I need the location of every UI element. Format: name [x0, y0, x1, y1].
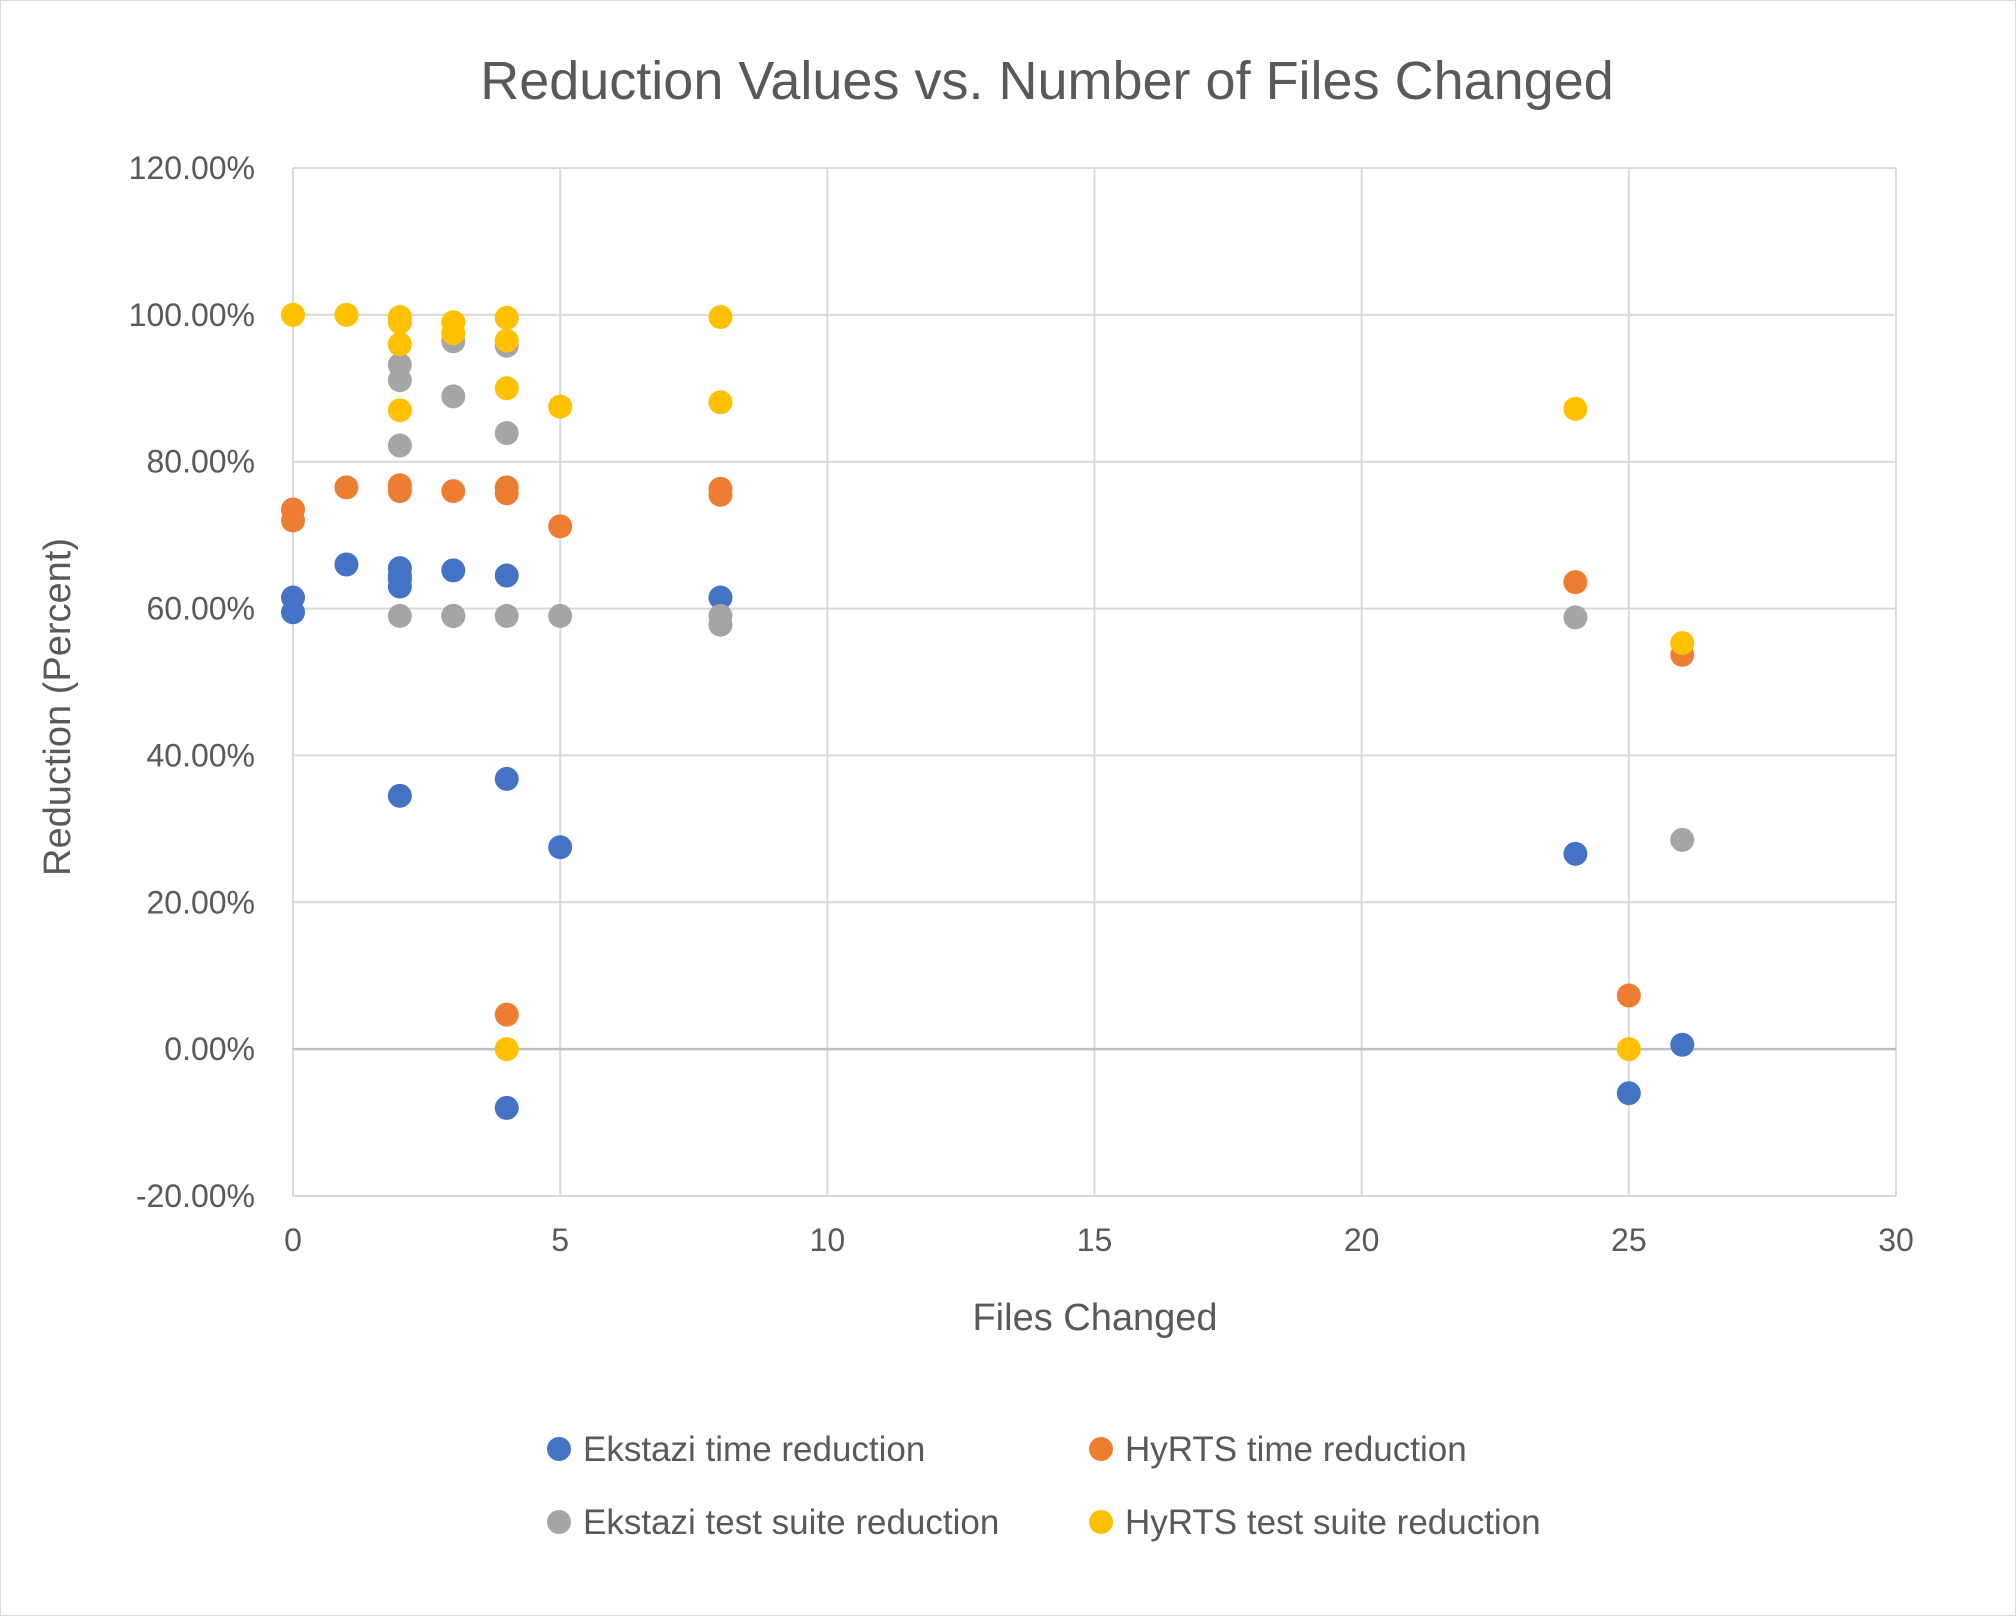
- legend-item: HyRTS test suite reduction: [1089, 1503, 1541, 1542]
- x-tick-label: 0: [284, 1222, 302, 1258]
- legend-item: Ekstazi test suite reduction: [547, 1503, 999, 1542]
- data-point: [441, 479, 466, 504]
- data-point: [1563, 605, 1588, 630]
- x-tick-label: 30: [1878, 1222, 1914, 1258]
- data-point: [1563, 841, 1588, 866]
- x-tick-label: 10: [810, 1222, 846, 1258]
- y-tick-label: 40.00%: [146, 737, 255, 773]
- data-point: [1563, 396, 1588, 421]
- data-point: [334, 552, 359, 577]
- data-point: [387, 310, 412, 335]
- y-tick-label: 100.00%: [129, 297, 255, 333]
- data-point: [708, 482, 733, 507]
- data-point: [1616, 1081, 1641, 1106]
- data-point: [494, 305, 519, 330]
- series-4: [281, 302, 1695, 1062]
- y-tick-label: 120.00%: [129, 150, 255, 186]
- data-point: [548, 514, 573, 539]
- y-axis-title: Reduction (Percent): [37, 538, 79, 876]
- legend-marker: [547, 1510, 571, 1534]
- y-axis-tick-labels: -20.00% 0.00% 20.00% 40.00% 60.00% 80.00% 100.…: [129, 150, 255, 1214]
- data-point: [334, 302, 359, 327]
- gridlines: [292, 167, 1897, 1197]
- data-point: [441, 321, 466, 346]
- legend-marker: [1089, 1510, 1113, 1534]
- legend-label: Ekstazi time reduction: [583, 1430, 925, 1469]
- data-point: [494, 563, 519, 588]
- legend-marker: [1089, 1437, 1113, 1461]
- data-point: [494, 603, 519, 628]
- legend-label: HyRTS time reduction: [1125, 1430, 1467, 1469]
- x-tick-label: 5: [551, 1222, 569, 1258]
- data-point: [441, 603, 466, 628]
- data-point: [1670, 631, 1695, 656]
- data-point: [387, 603, 412, 628]
- y-tick-label: 60.00%: [146, 591, 255, 627]
- data-point: [708, 612, 733, 637]
- data-point: [1616, 983, 1641, 1008]
- data-point: [387, 332, 412, 357]
- x-tick-label: 20: [1344, 1222, 1380, 1258]
- data-point: [387, 433, 412, 458]
- data-point: [441, 558, 466, 583]
- data-point: [387, 479, 412, 504]
- data-point: [1616, 1037, 1641, 1062]
- legend-label: Ekstazi test suite reduction: [583, 1503, 999, 1542]
- series-2: [281, 473, 1695, 1027]
- data-point: [1670, 1032, 1695, 1057]
- series-3: [387, 329, 1695, 852]
- data-point: [387, 398, 412, 423]
- data-point: [281, 600, 305, 625]
- data-point: [1670, 827, 1695, 852]
- data-point: [708, 305, 733, 330]
- series-1: [281, 552, 1695, 1120]
- data-point: [494, 376, 519, 401]
- data-points: [281, 302, 1695, 1120]
- data-point: [1563, 570, 1588, 595]
- x-axis-title: Files Changed: [972, 1297, 1217, 1339]
- legend-item: Ekstazi time reduction: [547, 1430, 925, 1469]
- data-point: [494, 421, 519, 446]
- legend: Ekstazi time reduction HyRTS time reducti…: [547, 1430, 1541, 1542]
- y-tick-label: 20.00%: [146, 884, 255, 920]
- data-point: [281, 302, 305, 327]
- data-point: [494, 481, 519, 506]
- data-point: [494, 1095, 519, 1120]
- data-point: [387, 368, 412, 393]
- y-tick-label: 80.00%: [146, 444, 255, 480]
- x-tick-label: 15: [1077, 1222, 1113, 1258]
- data-point: [494, 766, 519, 791]
- data-point: [387, 783, 412, 808]
- data-point: [281, 508, 305, 533]
- data-point: [387, 567, 412, 592]
- data-point: [548, 835, 573, 860]
- legend-marker: [547, 1437, 571, 1461]
- data-point: [494, 328, 519, 353]
- data-point: [334, 475, 359, 500]
- y-tick-label: -20.00%: [136, 1178, 255, 1214]
- y-tick-label: 0.00%: [164, 1031, 255, 1067]
- data-point: [708, 585, 733, 610]
- x-tick-label: 25: [1611, 1222, 1647, 1258]
- data-point: [494, 1037, 519, 1062]
- data-point: [494, 1002, 519, 1027]
- data-point: [708, 390, 733, 415]
- x-axis-tick-labels: 0 5 10 15 20 25 30: [284, 1222, 1914, 1258]
- legend-label: HyRTS test suite reduction: [1125, 1503, 1541, 1542]
- legend-item: HyRTS time reduction: [1089, 1430, 1467, 1469]
- data-point: [441, 384, 466, 409]
- chart-title: Reduction Values vs. Number of Files Cha…: [480, 51, 1614, 111]
- data-point: [548, 394, 573, 419]
- data-point: [548, 603, 573, 628]
